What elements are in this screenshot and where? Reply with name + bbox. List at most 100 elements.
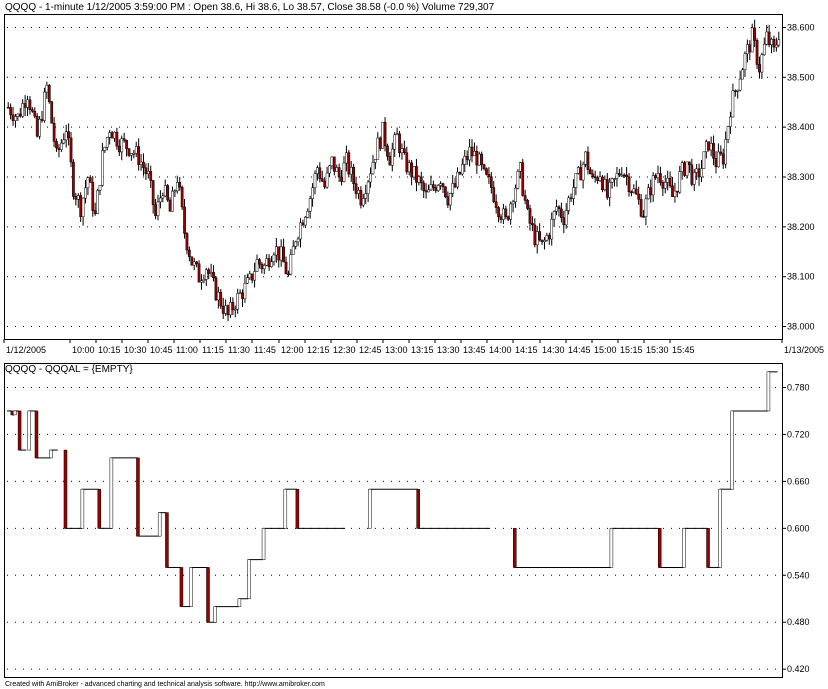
candle-body	[64, 131, 68, 141]
candle-body	[518, 162, 522, 172]
candle-body	[23, 103, 27, 108]
candle-body	[750, 27, 754, 53]
candle-body	[584, 151, 587, 165]
x-tick-label: 15:30	[646, 345, 669, 355]
candle-body	[108, 132, 112, 138]
candle-body	[320, 178, 324, 182]
candle-body	[441, 183, 445, 188]
candle-body	[562, 217, 566, 226]
candle-body	[93, 210, 97, 214]
candle-body	[468, 146, 471, 161]
candle-body	[393, 134, 397, 150]
candle-body	[482, 164, 486, 169]
indicator-bar	[165, 512, 169, 568]
candle-body	[649, 187, 653, 196]
candle-body	[405, 152, 409, 173]
candle-body	[605, 179, 609, 198]
candle-body	[622, 174, 626, 177]
candle-body	[733, 90, 737, 93]
candle-body	[337, 167, 341, 178]
candle-body	[374, 159, 377, 163]
candle-body	[332, 156, 336, 172]
candle-body	[688, 161, 691, 166]
candle-body	[88, 177, 92, 183]
candle-body	[601, 176, 604, 191]
candle-body	[661, 182, 665, 189]
indicator-y-tick-label: 0.540	[787, 570, 810, 580]
candle-body	[192, 261, 196, 266]
x-tick-label: 14:00	[489, 345, 512, 355]
price-y-axis: 38.000 38.100 38.200 38.300 38.400 38.500 38.6…	[782, 22, 815, 332]
candle-body	[755, 40, 759, 65]
candle-body	[721, 153, 725, 165]
candle-body	[480, 153, 484, 165]
indicator-bar	[206, 567, 210, 623]
candle-body	[417, 176, 421, 183]
candle-body	[272, 254, 276, 262]
candle-body	[642, 216, 645, 218]
candle-body	[439, 183, 442, 186]
candle-body	[608, 181, 612, 198]
candle-body	[567, 197, 570, 211]
candle-body	[523, 195, 527, 201]
indicator-y-tick-label: 0.480	[787, 617, 810, 627]
candle-body	[221, 305, 225, 314]
x-tick-label: 10:45	[150, 345, 173, 355]
candle-body	[593, 176, 597, 179]
candle-body	[248, 273, 252, 278]
candle-body	[313, 173, 317, 189]
candle-body	[79, 195, 83, 217]
candle-body	[74, 196, 78, 200]
candle-body	[772, 39, 776, 48]
indicator-y-tick-label: 0.600	[787, 523, 810, 533]
candle-body	[76, 195, 80, 200]
candle-body	[666, 178, 670, 183]
candle-body	[354, 183, 358, 194]
candle-body	[274, 246, 278, 256]
candle-body	[569, 197, 573, 200]
candle-body	[340, 176, 343, 182]
candle-body	[557, 206, 561, 210]
candle-body	[656, 173, 660, 179]
candle-body	[209, 272, 213, 274]
candle-body	[579, 167, 583, 181]
candle-body	[627, 176, 631, 193]
candle-body	[675, 190, 679, 193]
x-tick-label: 15:00	[594, 345, 617, 355]
candle-body	[253, 271, 256, 281]
candle-body	[485, 168, 488, 175]
indicator-bar	[80, 488, 85, 529]
price-y-tick-label: 38.400	[787, 122, 815, 132]
x-tick-label: 11:00	[176, 345, 198, 355]
candle-body	[398, 133, 401, 154]
candle-body	[127, 148, 131, 156]
candle-body	[258, 259, 261, 265]
candle-body	[291, 246, 295, 255]
candle-body	[347, 152, 351, 175]
candle-body	[371, 162, 375, 175]
candle-body	[663, 182, 667, 189]
candle-body	[625, 174, 628, 177]
candle-body	[67, 131, 70, 139]
candle-body	[504, 208, 508, 217]
candle-body	[262, 265, 266, 270]
candle-body	[168, 199, 172, 212]
indicator-bar	[706, 528, 710, 568]
candle-body	[702, 151, 706, 169]
candle-body	[707, 141, 711, 151]
x-tick-label: 10:15	[98, 345, 121, 355]
candle-body	[618, 173, 621, 176]
candle-body	[81, 197, 85, 217]
candle-body	[533, 224, 537, 246]
candle-body	[550, 219, 554, 240]
candle-body	[429, 184, 433, 191]
indicator-bar	[295, 488, 300, 529]
indicator-bar	[718, 488, 722, 568]
indicator-bar	[213, 606, 217, 623]
indicator-bar	[609, 528, 614, 568]
candle-body	[555, 206, 558, 212]
x-tick-label: 12:15	[307, 345, 330, 355]
candle-body	[207, 269, 211, 274]
candle-body	[325, 172, 329, 188]
